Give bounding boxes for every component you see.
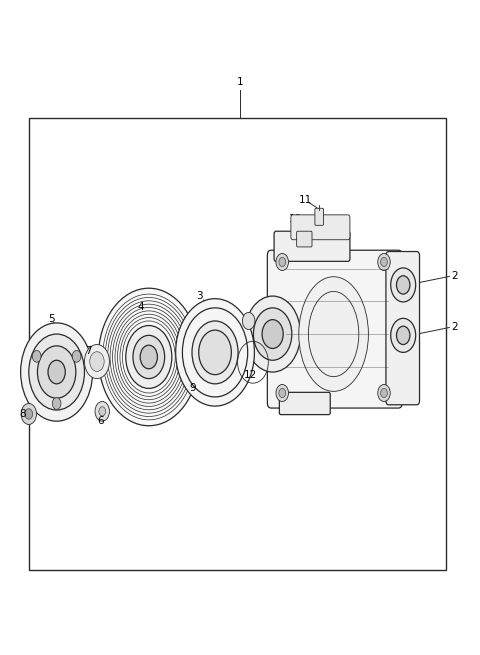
FancyBboxPatch shape: [274, 231, 350, 261]
Circle shape: [52, 398, 61, 409]
Circle shape: [21, 403, 36, 424]
Ellipse shape: [299, 276, 369, 392]
Text: 1: 1: [237, 77, 243, 87]
Circle shape: [126, 326, 172, 388]
Text: 3: 3: [196, 291, 203, 301]
Circle shape: [391, 268, 416, 302]
Text: 2: 2: [452, 322, 458, 333]
Circle shape: [396, 276, 410, 294]
Circle shape: [95, 402, 109, 421]
Circle shape: [72, 350, 81, 362]
Bar: [29, 118, 446, 570]
Circle shape: [276, 253, 288, 271]
Circle shape: [99, 407, 106, 416]
Text: 2: 2: [452, 271, 458, 282]
Circle shape: [90, 352, 104, 371]
Text: 5: 5: [48, 314, 55, 324]
Circle shape: [245, 296, 300, 372]
Circle shape: [84, 345, 109, 379]
FancyBboxPatch shape: [315, 208, 324, 225]
Circle shape: [378, 253, 390, 271]
Text: 7: 7: [85, 346, 92, 356]
Circle shape: [25, 409, 33, 419]
Circle shape: [381, 257, 387, 267]
Circle shape: [140, 345, 157, 369]
Text: 8: 8: [19, 409, 26, 419]
Circle shape: [29, 334, 84, 410]
Circle shape: [21, 323, 93, 421]
Circle shape: [199, 330, 231, 375]
Circle shape: [98, 288, 199, 426]
FancyBboxPatch shape: [297, 231, 312, 247]
Circle shape: [37, 346, 76, 398]
Circle shape: [396, 326, 410, 345]
Circle shape: [276, 384, 288, 402]
Circle shape: [32, 350, 41, 362]
Text: 6: 6: [97, 415, 104, 426]
Circle shape: [378, 384, 390, 402]
Circle shape: [176, 299, 254, 406]
Text: 11: 11: [299, 195, 312, 205]
Text: 9: 9: [190, 383, 196, 394]
Circle shape: [253, 308, 292, 360]
Circle shape: [279, 388, 286, 398]
Text: 10: 10: [289, 214, 302, 225]
Circle shape: [192, 321, 238, 384]
FancyBboxPatch shape: [279, 392, 330, 415]
FancyBboxPatch shape: [291, 215, 350, 240]
FancyBboxPatch shape: [386, 252, 420, 405]
Circle shape: [262, 320, 283, 348]
Circle shape: [133, 335, 165, 379]
FancyBboxPatch shape: [267, 250, 402, 408]
Circle shape: [242, 312, 255, 329]
Text: 12: 12: [244, 369, 257, 380]
Circle shape: [279, 257, 286, 267]
Circle shape: [48, 360, 65, 384]
Text: 4: 4: [137, 301, 144, 312]
Circle shape: [381, 388, 387, 398]
Circle shape: [391, 318, 416, 352]
